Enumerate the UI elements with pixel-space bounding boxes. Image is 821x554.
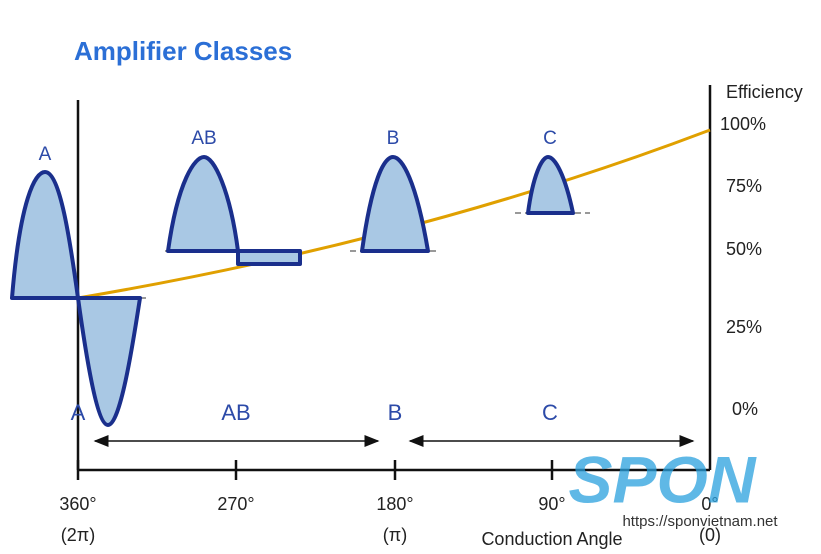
efficiency-tick: 100% bbox=[720, 114, 766, 134]
region-label: A bbox=[71, 400, 86, 425]
efficiency-label: Efficiency bbox=[726, 82, 803, 102]
angle-tick: 360° bbox=[59, 494, 96, 514]
waveform-label: C bbox=[543, 128, 557, 149]
waveform-label: A bbox=[39, 144, 52, 165]
efficiency-tick: 50% bbox=[726, 239, 762, 259]
waveform-label: B bbox=[387, 128, 400, 149]
region-label: B bbox=[388, 400, 403, 425]
angle-tick: 0° bbox=[701, 494, 718, 514]
waveform-label: AB bbox=[191, 128, 216, 149]
angle-sub: (π) bbox=[383, 525, 407, 545]
angle-sub: (2π) bbox=[61, 525, 95, 545]
efficiency-tick: 25% bbox=[726, 317, 762, 337]
region-label: C bbox=[542, 400, 558, 425]
title: Amplifier Classes bbox=[74, 36, 292, 66]
watermark-brand: SPON bbox=[568, 442, 756, 516]
region-label: AB bbox=[221, 400, 250, 425]
efficiency-tick: 75% bbox=[726, 176, 762, 196]
angle-tick: 270° bbox=[217, 494, 254, 514]
watermark-url: https://sponvietnam.net bbox=[622, 513, 778, 530]
angle-tick: 90° bbox=[538, 494, 565, 514]
waveforms bbox=[10, 155, 590, 427]
efficiency-tick: 0% bbox=[732, 399, 758, 419]
angle-label: Conduction Angle bbox=[481, 529, 622, 549]
angle-sub: (0) bbox=[699, 525, 721, 545]
angle-tick: 180° bbox=[376, 494, 413, 514]
